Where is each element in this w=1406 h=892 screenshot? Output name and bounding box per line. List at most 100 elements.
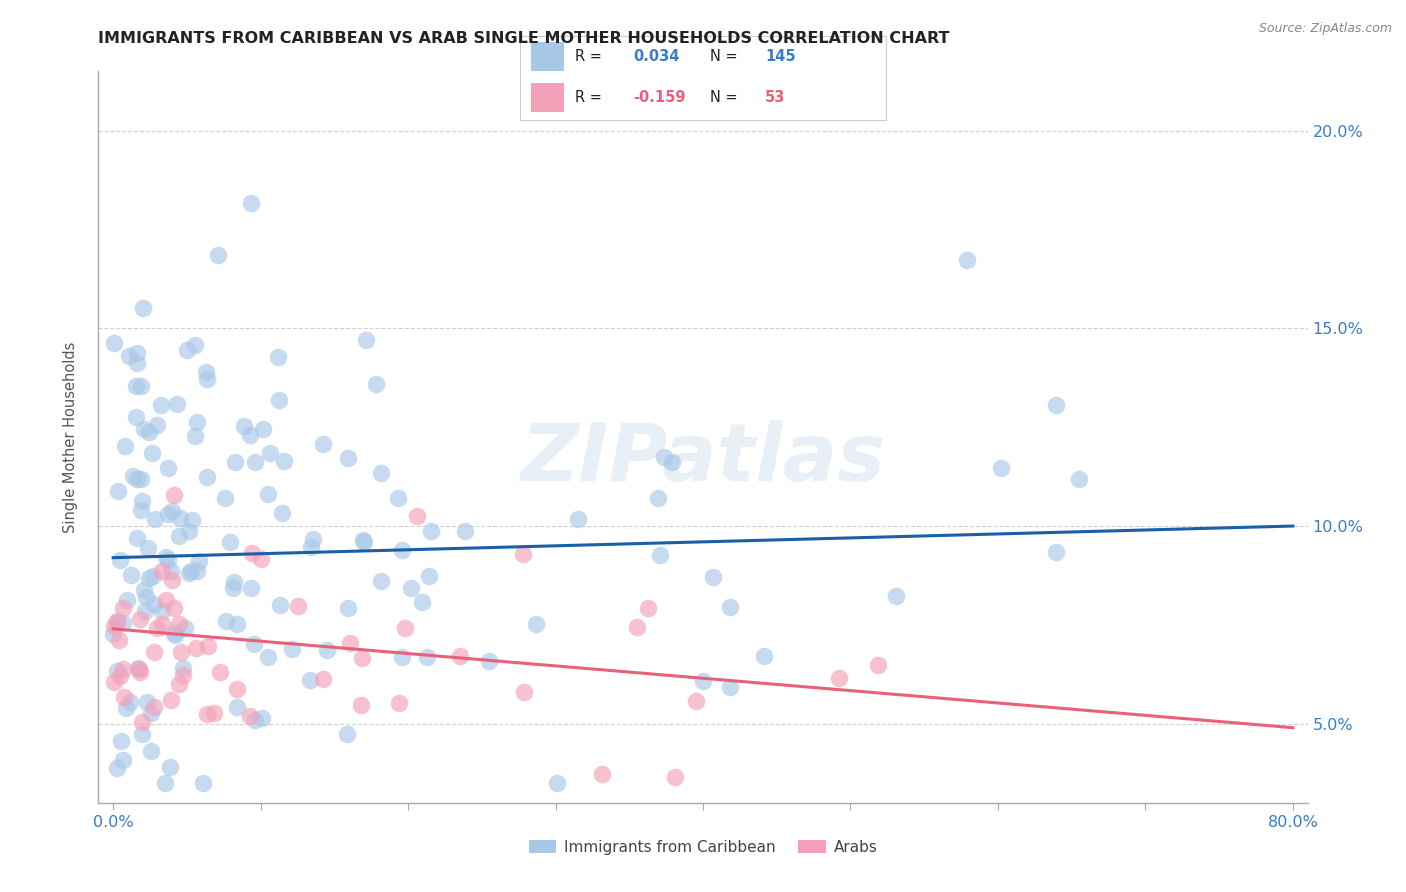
Point <box>335 727 357 741</box>
Point <box>105 664 128 678</box>
Point <box>350 651 373 665</box>
Point <box>243 713 266 727</box>
Point <box>302 532 325 546</box>
Point <box>339 636 361 650</box>
Point <box>143 512 166 526</box>
Point <box>146 621 169 635</box>
Point <box>370 466 392 480</box>
Point <box>127 346 149 360</box>
Point <box>156 508 179 522</box>
Point <box>163 600 186 615</box>
Point <box>240 546 263 560</box>
Point <box>135 590 157 604</box>
Point <box>567 512 589 526</box>
Point <box>269 599 291 613</box>
Point <box>149 398 172 412</box>
Point <box>156 460 179 475</box>
Point <box>287 599 309 613</box>
Point <box>131 714 153 729</box>
Point <box>134 582 156 597</box>
Point <box>184 640 207 655</box>
Point <box>186 415 208 429</box>
Point <box>131 493 153 508</box>
Point <box>648 548 671 562</box>
Point <box>167 529 190 543</box>
Point <box>208 665 231 679</box>
Point <box>195 470 218 484</box>
Point <box>299 540 322 554</box>
Point <box>112 662 135 676</box>
Point <box>654 450 676 464</box>
Point <box>193 776 215 790</box>
Point <box>128 662 150 676</box>
Point <box>420 524 443 538</box>
Point <box>132 301 155 315</box>
Point <box>477 654 499 668</box>
Point <box>103 675 125 690</box>
Point <box>647 491 669 506</box>
Point <box>167 677 190 691</box>
Point <box>105 761 128 775</box>
Point <box>160 574 183 588</box>
Point <box>591 767 613 781</box>
Point <box>121 469 143 483</box>
Point <box>150 616 173 631</box>
Point <box>172 661 194 675</box>
Text: R =: R = <box>575 90 606 105</box>
Point <box>281 642 304 657</box>
Point <box>752 649 775 664</box>
Point <box>884 589 907 603</box>
Point <box>115 592 138 607</box>
Point <box>127 531 149 545</box>
Point <box>183 429 205 443</box>
Point <box>337 601 360 615</box>
Point <box>125 472 148 486</box>
Point <box>150 564 173 578</box>
Point <box>172 668 194 682</box>
Point <box>128 665 150 679</box>
Point <box>353 534 375 549</box>
Point <box>316 643 339 657</box>
Point <box>105 615 128 629</box>
Point <box>692 673 714 688</box>
Point <box>239 709 262 723</box>
Point <box>108 633 131 648</box>
Point <box>153 776 176 790</box>
Point <box>449 648 471 663</box>
Point <box>141 446 163 460</box>
Point <box>195 372 218 386</box>
Point <box>107 483 129 498</box>
Point <box>125 409 148 424</box>
Point <box>110 733 132 747</box>
Point <box>243 455 266 469</box>
Point <box>111 753 134 767</box>
Text: N =: N = <box>710 90 742 105</box>
Point <box>188 554 211 568</box>
Point <box>336 451 359 466</box>
Point <box>170 645 193 659</box>
Point <box>118 695 141 709</box>
FancyBboxPatch shape <box>531 43 564 71</box>
Point <box>411 595 433 609</box>
Point <box>129 379 152 393</box>
Point <box>271 507 294 521</box>
Point <box>391 543 413 558</box>
Point <box>114 701 136 715</box>
FancyBboxPatch shape <box>531 83 564 112</box>
Point <box>124 379 146 393</box>
Point <box>142 568 165 582</box>
Y-axis label: Single Mother Households: Single Mother Households <box>63 342 77 533</box>
Point <box>194 365 217 379</box>
Point <box>110 553 132 567</box>
Point <box>103 627 125 641</box>
Point <box>157 553 180 567</box>
Point <box>176 343 198 357</box>
Point <box>163 625 186 640</box>
Point <box>105 614 128 628</box>
Point <box>661 455 683 469</box>
Point <box>136 541 159 556</box>
Point <box>513 685 536 699</box>
Point <box>370 574 392 588</box>
Point <box>250 552 273 566</box>
Text: 145: 145 <box>765 49 796 64</box>
